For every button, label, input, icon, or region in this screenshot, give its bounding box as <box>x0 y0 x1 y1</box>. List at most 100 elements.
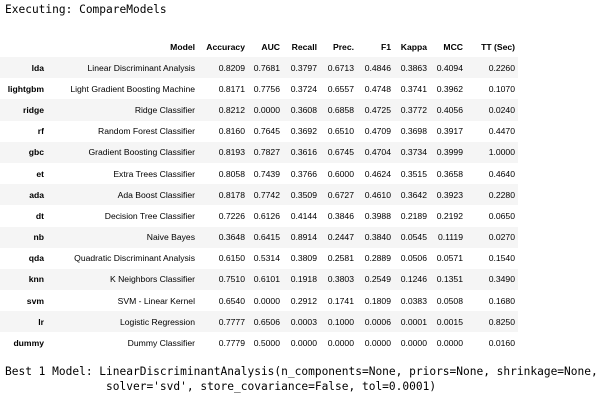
metric-cell: 0.2260 <box>488 62 515 73</box>
column-header: MCC <box>443 41 463 52</box>
row-index: ridge <box>22 104 44 115</box>
metric-cell: 0.1246 <box>400 274 427 285</box>
metric-cell: 0.6557 <box>327 83 354 94</box>
row-index: ada <box>29 189 44 200</box>
metric-cell: 0.0160 <box>488 338 515 349</box>
metric-cell: 0.6415 <box>253 232 280 243</box>
column-header: AUC <box>261 41 280 52</box>
metric-cell: 0.4640 <box>488 168 515 179</box>
best-model-line: solver='svd', store_covariance=False, to… <box>5 380 437 393</box>
metric-cell: 0.0000 <box>436 338 463 349</box>
metric-cell: 0.8058 <box>218 168 245 179</box>
metric-cell: 0.0015 <box>436 316 463 327</box>
model-name-cell: Light Gradient Boosting Machine <box>70 83 195 94</box>
metric-cell: 0.8160 <box>218 126 245 137</box>
model-name-cell: Decision Tree Classifier <box>104 210 195 221</box>
model-name-cell: Quadratic Discriminant Analysis <box>74 253 195 264</box>
metric-cell: 0.1741 <box>327 295 354 306</box>
executing-status: Executing: CompareModels <box>5 3 167 16</box>
metric-cell: 0.0650 <box>488 210 515 221</box>
row-index: svm <box>26 295 44 306</box>
metric-cell: 0.2581 <box>327 253 354 264</box>
row-index: dt <box>35 210 44 221</box>
metric-cell: 0.3509 <box>290 189 317 200</box>
metric-cell: 0.0000 <box>253 104 280 115</box>
metric-cell: 0.0000 <box>290 338 317 349</box>
column-header: Recall <box>291 41 317 52</box>
table-row: qda Quadratic Discriminant Analysis 0.6150… <box>0 247 518 269</box>
metric-cell: 0.3772 <box>400 104 427 115</box>
metric-cell: 0.0240 <box>488 104 515 115</box>
row-index: dummy <box>13 338 44 349</box>
best-model-output: Best 1 Model: LinearDiscriminantAnalysis… <box>5 364 598 394</box>
metric-cell: 0.2447 <box>327 232 354 243</box>
column-header: Prec. <box>332 41 354 52</box>
table-row: lightgbm Light Gradient Boosting Machine 0… <box>0 78 518 100</box>
metric-cell: 0.4704 <box>364 147 391 158</box>
best-model-line: Best 1 Model: LinearDiscriminantAnalysis… <box>5 365 598 378</box>
metric-cell: 0.1809 <box>364 295 391 306</box>
metric-cell: 0.8171 <box>218 83 245 94</box>
metric-cell: 0.4470 <box>488 126 515 137</box>
metric-cell: 0.5314 <box>253 253 280 264</box>
metric-cell: 0.3490 <box>488 274 515 285</box>
model-name-cell: K Neighbors Classifier <box>109 274 195 285</box>
metric-cell: 0.8212 <box>218 104 245 115</box>
metric-cell: 0.4624 <box>364 168 391 179</box>
table-row: svm SVM - Linear Kernel 0.6540 0.0000 0.2912… <box>0 290 518 312</box>
metric-cell: 0.3840 <box>364 232 391 243</box>
metric-cell: 0.3692 <box>290 126 317 137</box>
metric-cell: 0.0000 <box>327 338 354 349</box>
metric-cell: 0.3734 <box>400 147 427 158</box>
metric-cell: 0.0000 <box>364 338 391 349</box>
metric-cell: 0.2189 <box>400 210 427 221</box>
metric-cell: 0.7645 <box>253 126 280 137</box>
metric-cell: 0.4748 <box>364 83 391 94</box>
column-header: Accuracy <box>206 41 245 52</box>
metric-cell: 0.3923 <box>436 189 463 200</box>
metric-cell: 0.3658 <box>436 168 463 179</box>
metric-cell: 0.3917 <box>436 126 463 137</box>
metric-cell: 0.4610 <box>364 189 391 200</box>
metric-cell: 0.0508 <box>436 295 463 306</box>
metric-cell: 0.2192 <box>436 210 463 221</box>
row-index: et <box>36 168 44 179</box>
table-row: dummy Dummy Classifier 0.7779 0.5000 0.0000 0… <box>0 332 518 354</box>
metric-cell: 0.6126 <box>253 210 280 221</box>
metric-cell: 0.2549 <box>364 274 391 285</box>
row-index: rf <box>37 126 44 137</box>
model-name-cell: Random Forest Classifier <box>98 126 195 137</box>
column-header: Model <box>170 41 195 52</box>
metric-cell: 0.3698 <box>400 126 427 137</box>
column-header: F1 <box>380 41 391 52</box>
model-name-cell: Extra Trees Classifier <box>113 168 195 179</box>
model-name-cell: Naive Bayes <box>146 232 195 243</box>
metric-cell: 0.6540 <box>218 295 245 306</box>
metric-cell: 0.3642 <box>400 189 427 200</box>
metric-cell: 0.0006 <box>364 316 391 327</box>
metric-cell: 0.6858 <box>327 104 354 115</box>
index-header <box>0 36 47 57</box>
metric-cell: 0.3648 <box>218 232 245 243</box>
metric-cell: 0.3515 <box>400 168 427 179</box>
metric-cell: 0.0001 <box>400 316 427 327</box>
metric-cell: 0.4846 <box>364 62 391 73</box>
table-row: knn K Neighbors Classifier 0.7510 0.6101 0.1… <box>0 268 518 291</box>
metric-cell: 0.8914 <box>290 232 317 243</box>
metric-cell: 0.3962 <box>436 83 463 94</box>
metric-cell: 0.0545 <box>400 232 427 243</box>
model-name-cell: Linear Discriminant Analysis <box>87 62 195 73</box>
metric-cell: 0.3988 <box>364 210 391 221</box>
metric-cell: 0.6713 <box>327 62 354 73</box>
row-index: qda <box>28 253 44 264</box>
model-name-cell: SVM - Linear Kernel <box>117 295 195 306</box>
metric-cell: 0.1540 <box>488 253 515 264</box>
model-name-cell: Ridge Classifier <box>134 104 195 115</box>
metric-cell: 0.3766 <box>290 168 317 179</box>
table-row: et Extra Trees Classifier 0.8058 0.7439 0.37… <box>0 162 518 185</box>
metric-cell: 0.7742 <box>253 189 280 200</box>
metric-cell: 0.0000 <box>400 338 427 349</box>
metric-cell: 0.3616 <box>290 147 317 158</box>
column-header: Kappa <box>400 41 427 52</box>
metric-cell: 0.3803 <box>327 274 354 285</box>
